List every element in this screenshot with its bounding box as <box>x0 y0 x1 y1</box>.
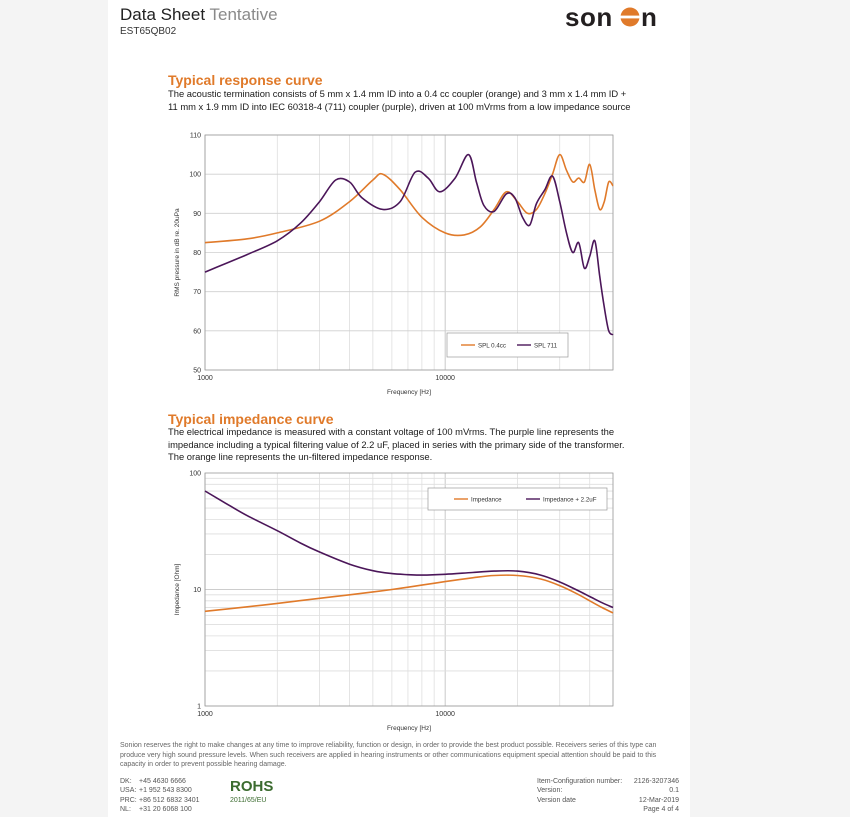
x-axis-label: Frequency [Hz] <box>387 725 431 732</box>
series-line-2 <box>204 153 614 336</box>
svg-text:son: son <box>565 2 613 32</box>
impedance-section-title: Typical impedance curve <box>168 411 334 427</box>
y-tick-label: 100 <box>189 172 201 179</box>
x-axis-label: Frequency [Hz] <box>387 389 431 396</box>
y-tick-label: 80 <box>193 250 201 257</box>
series-line-2 <box>204 490 614 609</box>
plot-frame <box>204 472 614 707</box>
rohs-directive: 2011/65/EU <box>230 797 266 804</box>
series-line-1 <box>204 153 614 244</box>
sonion-logo: son n sonion <box>565 2 657 32</box>
rohs-mark-text: ROHS <box>230 778 273 795</box>
y-tick-label: 50 <box>193 368 201 375</box>
y-tick-label: 1 <box>197 704 201 711</box>
y-tick-label: 70 <box>193 289 201 296</box>
legend-entry: Impedance <box>471 496 502 503</box>
response-chart: 50 60 70 80 90 100 110 1000 10000 Frequency [Hz] R… <box>174 133 614 396</box>
y-axis-label: Impedance [Ohm] <box>174 563 181 615</box>
meta-row: Version date 12-Mar-2019 <box>537 796 679 804</box>
legend-entry: SPL 0.4cc <box>478 342 506 349</box>
part-number: EST65QB02 <box>120 26 177 37</box>
impedance-section-description: The electrical impedance is measured wit… <box>168 426 625 462</box>
contact-item: NL: +31 20 6068 100 <box>120 806 192 814</box>
series-line-1 <box>204 574 614 614</box>
y-tick-label: 90 <box>193 211 201 218</box>
y-tick-label: 10 <box>193 587 201 594</box>
x-tick-label: 1000 <box>197 375 213 382</box>
contact-item: PRC: +86 512 6832 3401 <box>120 796 200 804</box>
legend-box <box>427 487 608 511</box>
svg-text:n: n <box>641 2 657 32</box>
document-title: Data Sheet Tentative <box>120 5 278 25</box>
y-tick-label: 110 <box>190 133 201 140</box>
y-axis-label: RMS pressure in dB re. 20uPa <box>174 208 181 297</box>
contact-item: DK: +45 4630 6666 <box>120 778 186 785</box>
y-tick-label: 100 <box>189 471 201 478</box>
x-tick-label: 10000 <box>435 375 455 382</box>
response-section-description: The acoustic termination consists of 5 m… <box>168 88 631 112</box>
rohs-mark: ROHS 2011/65/EU <box>230 778 273 804</box>
title-text: Data Sheet <box>120 5 206 24</box>
legend-entry: Impedance + 2.2uF <box>543 496 597 503</box>
chart-legend: Impedance Impedance + 2.2uF <box>427 487 608 511</box>
y-tick-label: 60 <box>193 328 201 335</box>
response-section-title: Typical response curve <box>168 72 323 88</box>
chart-legend: SPL 0.4cc SPL 711 <box>446 332 569 358</box>
document-meta: Item-Configuration number: 2126-3207346 V… <box>537 777 679 815</box>
impedance-chart: 1 10 100 1000 10000 Frequency [Hz] Impedance [… <box>174 471 614 732</box>
legend-entry: SPL 711 <box>534 342 558 349</box>
contact-list: DK: +45 4630 6666 USA: +1 952 543 8300 PRC… <box>120 777 200 815</box>
plot-frame <box>204 134 614 371</box>
disclaimer-text: Sonion reserves the right to make change… <box>120 742 657 769</box>
meta-row: Page 4 of 4 <box>643 806 679 814</box>
meta-row: Item-Configuration number: 2126-3207346 <box>537 778 679 785</box>
x-tick-label: 10000 <box>435 711 455 718</box>
meta-row: Version: 0.1 <box>537 787 679 795</box>
title-status: Tentative <box>209 5 278 24</box>
x-tick-label: 1000 <box>197 711 213 718</box>
contact-item: USA: +1 952 543 8300 <box>120 787 192 795</box>
